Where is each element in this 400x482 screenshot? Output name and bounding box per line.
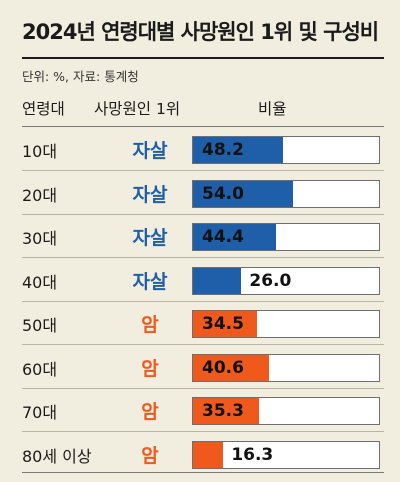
age-group-label: 40대 (22, 272, 58, 292)
bar-value-label: 26.0 (249, 270, 292, 291)
column-header-cause: 사망원인 1위 (94, 100, 181, 118)
bar-track: 34.5 (192, 310, 380, 338)
row-divider (22, 300, 384, 302)
cause-label: 암 (141, 314, 159, 336)
title-divider (22, 57, 384, 59)
bar-track: 35.3 (192, 397, 380, 425)
bar-fill (193, 224, 276, 250)
row-divider (22, 257, 384, 258)
chart-row: 10대 자살 48.2 (0, 127, 400, 171)
bar-fill (193, 311, 258, 337)
row-divider (22, 344, 384, 345)
cause-label: 암 (141, 401, 159, 423)
bar-fill (193, 441, 224, 468)
bar-fill (193, 180, 294, 207)
bar-fill (193, 137, 283, 163)
cause-label: 암 (141, 357, 159, 380)
column-header-ratio: 비율 (258, 100, 287, 118)
age-group-label: 30대 (22, 229, 58, 248)
chart-row: 30대 자살 44.4 (0, 214, 400, 258)
cause-label: 자살 (132, 183, 168, 206)
bar-track: 48.2 (192, 136, 380, 164)
bar-value-label: 48.2 (202, 140, 244, 160)
bottom-divider (22, 472, 384, 473)
column-header-age: 연령대 (22, 100, 65, 118)
age-group-label: 20대 (22, 185, 58, 205)
bar-value-label: 35.3 (202, 401, 244, 421)
bar-track: 54.0 (192, 179, 380, 208)
cause-label: 암 (141, 444, 159, 467)
bar-value-label: 40.6 (202, 357, 244, 378)
header-divider (22, 126, 384, 127)
chart-row: 80세 이상 암 16.3 (0, 432, 400, 476)
cause-label: 자살 (132, 140, 168, 162)
row-divider (22, 213, 384, 215)
age-group-label: 70대 (22, 403, 58, 422)
chart-row: 50대 암 34.5 (0, 301, 400, 345)
bar-fill (193, 398, 259, 424)
age-group-label: 50대 (22, 316, 58, 335)
bar-fill (193, 267, 242, 294)
bar-fill (193, 354, 269, 381)
age-group-label: 60대 (22, 359, 58, 379)
bar-value-label: 54.0 (202, 183, 244, 204)
age-group-label: 10대 (22, 142, 58, 161)
bar-value-label: 16.3 (231, 444, 274, 465)
bar-track: 26.0 (192, 266, 380, 295)
age-group-label: 80세 이상 (22, 446, 92, 466)
bar-value-label: 44.4 (202, 227, 244, 247)
row-divider (22, 170, 384, 171)
bar-track: 16.3 (192, 440, 380, 469)
chart-title: 2024년 연령대별 사망원인 1위 및 구성비 (22, 20, 379, 44)
unit-source-note: 단위: %, 자료: 통계청 (22, 69, 139, 84)
cause-label: 자살 (132, 270, 168, 293)
cause-label: 자살 (132, 227, 168, 249)
chart-row: 20대 자살 54.0 (0, 171, 400, 215)
bar-value-label: 34.5 (202, 314, 244, 334)
chart-row: 60대 암 40.6 (0, 345, 400, 389)
chart-row: 40대 자살 26.0 (0, 258, 400, 302)
row-divider (22, 387, 384, 389)
bar-track: 44.4 (192, 223, 380, 251)
chart-row: 70대 암 35.3 (0, 388, 400, 432)
bar-track: 40.6 (192, 353, 380, 382)
row-divider (22, 431, 384, 432)
